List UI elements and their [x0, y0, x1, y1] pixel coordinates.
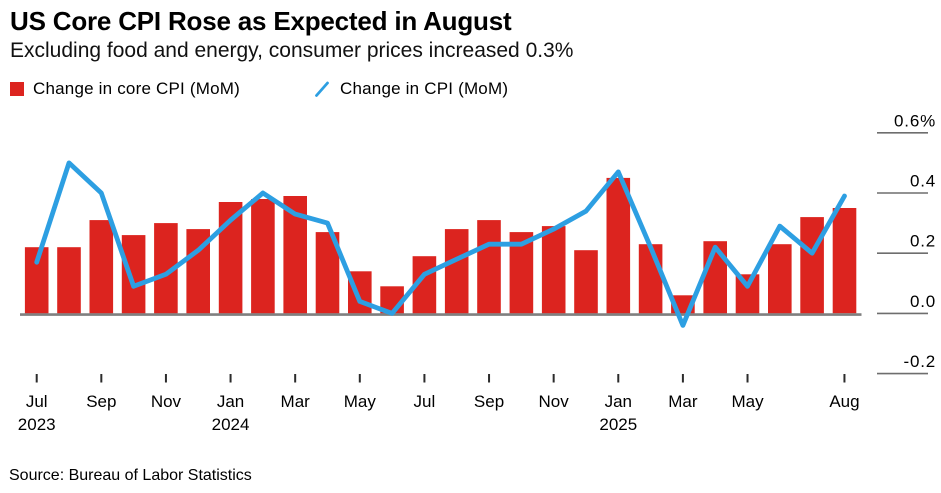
bar-core-cpi [638, 244, 663, 314]
page-subtitle: Excluding food and energy, consumer pric… [10, 39, 574, 62]
bar-core-cpi [57, 247, 81, 314]
bar-core-cpi [251, 199, 275, 314]
bar-core-cpi [735, 274, 760, 314]
bar-core-cpi [509, 232, 534, 314]
bar-core-cpi [121, 235, 146, 314]
x-tick-label: Jan [605, 392, 632, 411]
bar-core-cpi [477, 220, 501, 314]
y-tick-label: 0.4 [910, 172, 936, 191]
bar-core-cpi [186, 229, 210, 314]
bar-core-cpi [283, 196, 307, 314]
bar-core-cpi [800, 217, 824, 314]
y-tick-label: 0.2 [910, 232, 936, 251]
legend-item-cpi: Change in CPI (MoM) [313, 79, 508, 99]
x-tick-label: Mar [668, 392, 698, 411]
x-tick-label: May [344, 392, 377, 411]
bar-core-cpi [154, 223, 178, 314]
core-cpi-swatch-icon [10, 82, 24, 96]
x-tick-year-label: 2024 [212, 415, 250, 434]
cpi-line [34, 160, 847, 328]
x-tick-label: Jul [26, 392, 48, 411]
source-note: Source: Bureau of Labor Statistics [9, 467, 252, 484]
x-tick-label: May [731, 392, 764, 411]
bar-core-cpi [24, 247, 49, 314]
bar-core-cpi [574, 250, 598, 314]
x-tick-label: Nov [539, 392, 570, 411]
x-tick-label: Sep [86, 392, 116, 411]
bar-core-cpi [444, 229, 469, 314]
bar-core-cpi [218, 202, 243, 314]
cpi-line-swatch-icon [315, 81, 329, 97]
bar-core-cpi [606, 177, 631, 314]
bar-core-cpi [541, 226, 566, 314]
x-tick-year-label: 2023 [18, 415, 56, 434]
page-title: US Core CPI Rose as Expected in August [10, 6, 512, 36]
x-tick-label: Jan [217, 392, 244, 411]
bar-core-cpi [315, 232, 340, 314]
x-tick-year-label: 2025 [599, 415, 637, 434]
x-tick-label: Sep [474, 392, 504, 411]
y-tick-label: -0.2 [904, 352, 937, 371]
x-tick-label: Aug [829, 392, 859, 411]
bar-core-cpi [832, 208, 857, 314]
x-tick-label: Jul [414, 392, 436, 411]
x-tick-label: Nov [151, 392, 182, 411]
x-tick-label: Mar [281, 392, 311, 411]
bar-core-cpi [89, 220, 114, 314]
y-tick-label: 0.0 [910, 292, 936, 311]
legend-item-core-cpi: Change in core CPI (MoM) [10, 79, 240, 99]
y-tick-label: 0.6% [894, 111, 936, 130]
bar-core-cpi [768, 244, 792, 314]
legend-label-cpi: Change in CPI (MoM) [340, 79, 509, 98]
legend-label-core-cpi: Change in core CPI (MoM) [33, 79, 240, 98]
